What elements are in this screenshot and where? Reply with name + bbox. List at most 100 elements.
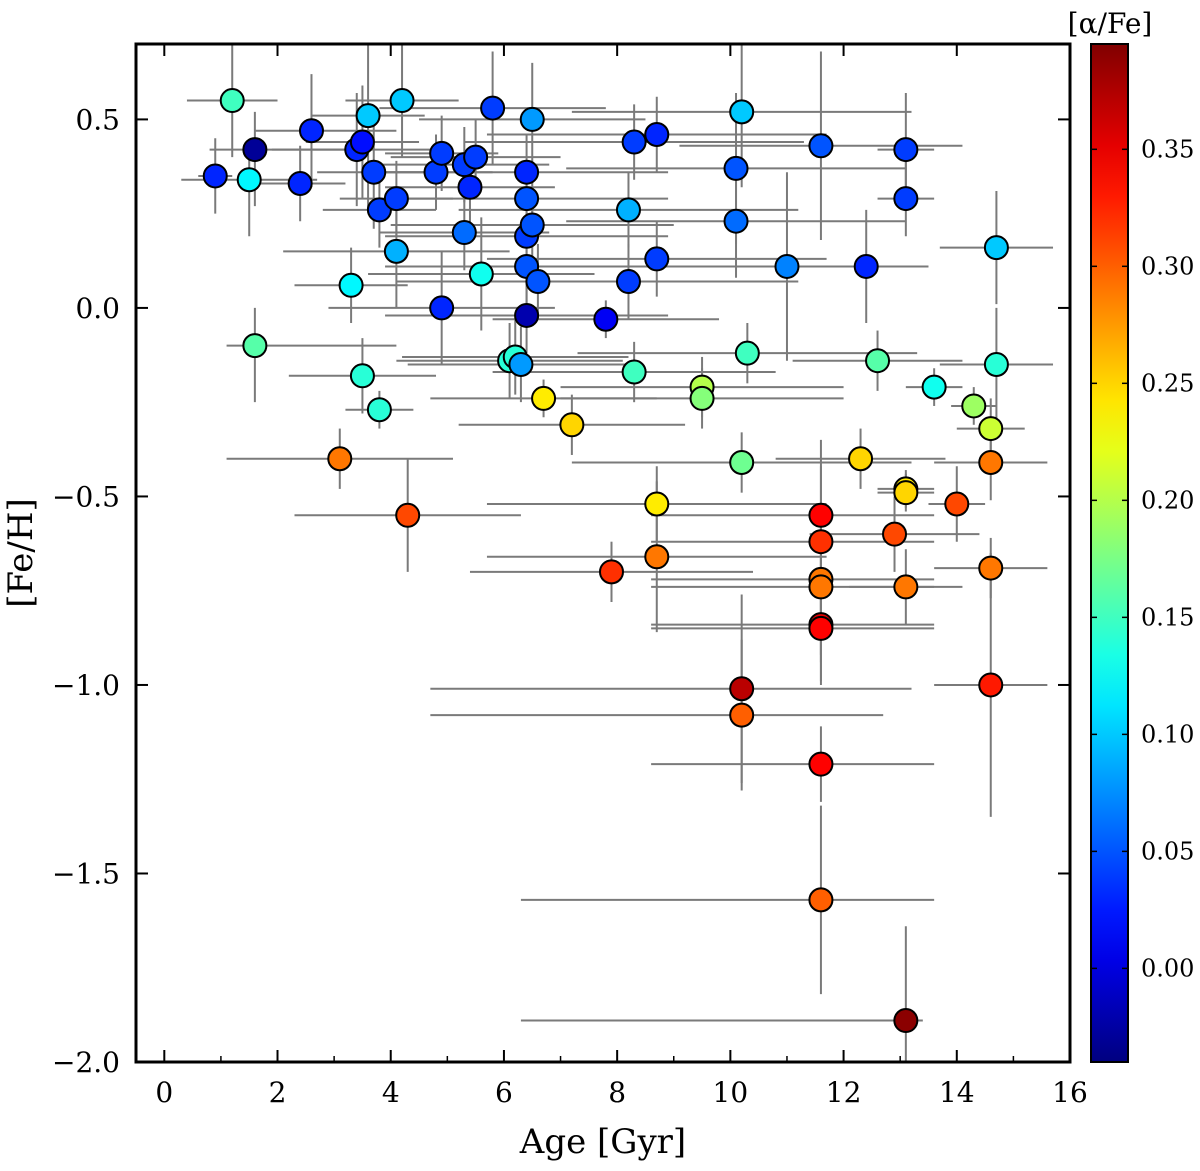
- data-point: [395, 502, 421, 528]
- y-tick-label: −0.5: [52, 480, 120, 513]
- colorbar-gradient: [1090, 43, 1129, 1063]
- data-point: [893, 1008, 919, 1034]
- x-axis: 0 2 4 6 8 10 12 14 16: [155, 44, 1088, 1109]
- data-point: [983, 235, 1009, 261]
- data-point: [978, 416, 1004, 442]
- data-point: [525, 269, 551, 295]
- data-point: [734, 340, 760, 366]
- data-point: [514, 186, 540, 212]
- data-point: [480, 95, 506, 121]
- x-tick-label: 12: [826, 1076, 862, 1109]
- data-point: [355, 103, 381, 129]
- data-point: [808, 615, 834, 641]
- data-point: [893, 480, 919, 506]
- data-point: [978, 450, 1004, 476]
- data-point: [514, 302, 540, 328]
- data-point: [429, 140, 455, 166]
- colorbar-tick-label: 0.30: [1141, 252, 1194, 280]
- data-point: [219, 88, 245, 114]
- data-point: [508, 351, 534, 377]
- data-point: [853, 253, 879, 279]
- y-tick-label: −2.0: [52, 1046, 120, 1079]
- data-point: [519, 106, 545, 132]
- data-point: [848, 446, 874, 472]
- data-point: [808, 133, 834, 159]
- colorbar-tick-label: 0.20: [1141, 486, 1194, 514]
- colorbar-tick-label: 0.05: [1141, 837, 1194, 865]
- data-point: [621, 359, 647, 385]
- colorbar-ticks: 0.00 0.05 0.10 0.15 0.20 0.25 0.30 0.35: [1091, 135, 1194, 982]
- data-point: [644, 544, 670, 570]
- data-point: [893, 137, 919, 163]
- data-point: [774, 253, 800, 279]
- colorbar-tick-label: 0.00: [1141, 954, 1194, 982]
- data-point: [689, 385, 715, 411]
- x-tick-label: 10: [713, 1076, 749, 1109]
- data-point: [349, 129, 375, 155]
- data-point: [468, 261, 494, 287]
- data-point: [559, 412, 585, 438]
- data-point: [242, 333, 268, 359]
- y-axis: 0.5 0.0 −0.5 −1.0 −1.5 −2.0: [52, 103, 1070, 1079]
- colorbar-title: [α/Fe]: [1068, 7, 1153, 40]
- data-point: [242, 137, 268, 163]
- data-point: [236, 167, 262, 193]
- data-point: [729, 450, 755, 476]
- data-point: [621, 129, 647, 155]
- y-tick-label: −1.5: [52, 857, 120, 890]
- colorbar: [α/Fe] 0.00 0.05 0.10 0.15 0.20 0.25 0.30 0.35: [1068, 7, 1194, 1063]
- data-point: [429, 295, 455, 321]
- x-tick-label: 8: [608, 1076, 626, 1109]
- y-tick-label: 0.5: [75, 103, 120, 136]
- data-point: [531, 385, 557, 411]
- data-point: [961, 393, 987, 419]
- y-axis-label: [Fe/H]: [1, 498, 41, 608]
- colorbar-tick-label: 0.10: [1141, 720, 1194, 748]
- data-point: [383, 186, 409, 212]
- x-tick-label: 0: [155, 1076, 173, 1109]
- data-point: [808, 502, 834, 528]
- data-point: [349, 363, 375, 389]
- x-tick-label: 6: [495, 1076, 513, 1109]
- data-point: [808, 887, 834, 913]
- data-point: [361, 159, 387, 185]
- data-point: [463, 144, 489, 170]
- data-point: [519, 212, 545, 238]
- y-tick-label: −1.0: [52, 669, 120, 702]
- data-point: [366, 197, 392, 223]
- data-point: [644, 121, 670, 147]
- x-tick-label: 16: [1052, 1076, 1088, 1109]
- data-point: [366, 397, 392, 423]
- data-point: [389, 88, 415, 114]
- data-point: [983, 351, 1009, 377]
- data-point: [723, 208, 749, 234]
- data-point: [978, 555, 1004, 581]
- x-axis-label: Age [Gyr]: [519, 1122, 686, 1162]
- data-point: [202, 163, 228, 189]
- data-point: [327, 446, 353, 472]
- colorbar-tick-label: 0.15: [1141, 603, 1194, 631]
- plot-frame: [134, 42, 1072, 1064]
- data-point: [808, 751, 834, 777]
- x-tick-label: 14: [939, 1076, 975, 1109]
- data-point: [383, 238, 409, 264]
- data-point: [893, 186, 919, 212]
- data-point: [298, 118, 324, 144]
- colorbar-tick-label: 0.35: [1141, 135, 1194, 163]
- data-point: [598, 559, 624, 585]
- data-point: [729, 676, 755, 702]
- data-point: [615, 269, 641, 295]
- colorbar-tick-label: 0.25: [1141, 369, 1194, 397]
- x-tick-label: 2: [269, 1076, 287, 1109]
- data-point: [729, 702, 755, 728]
- data-point: [944, 491, 970, 517]
- data-point: [808, 574, 834, 600]
- y-tick-label: 0.0: [75, 292, 120, 325]
- data-point: [338, 272, 364, 298]
- data-point: [514, 159, 540, 185]
- data-point: [978, 672, 1004, 698]
- data-point: [723, 155, 749, 181]
- data-point: [893, 574, 919, 600]
- data-point: [729, 99, 755, 125]
